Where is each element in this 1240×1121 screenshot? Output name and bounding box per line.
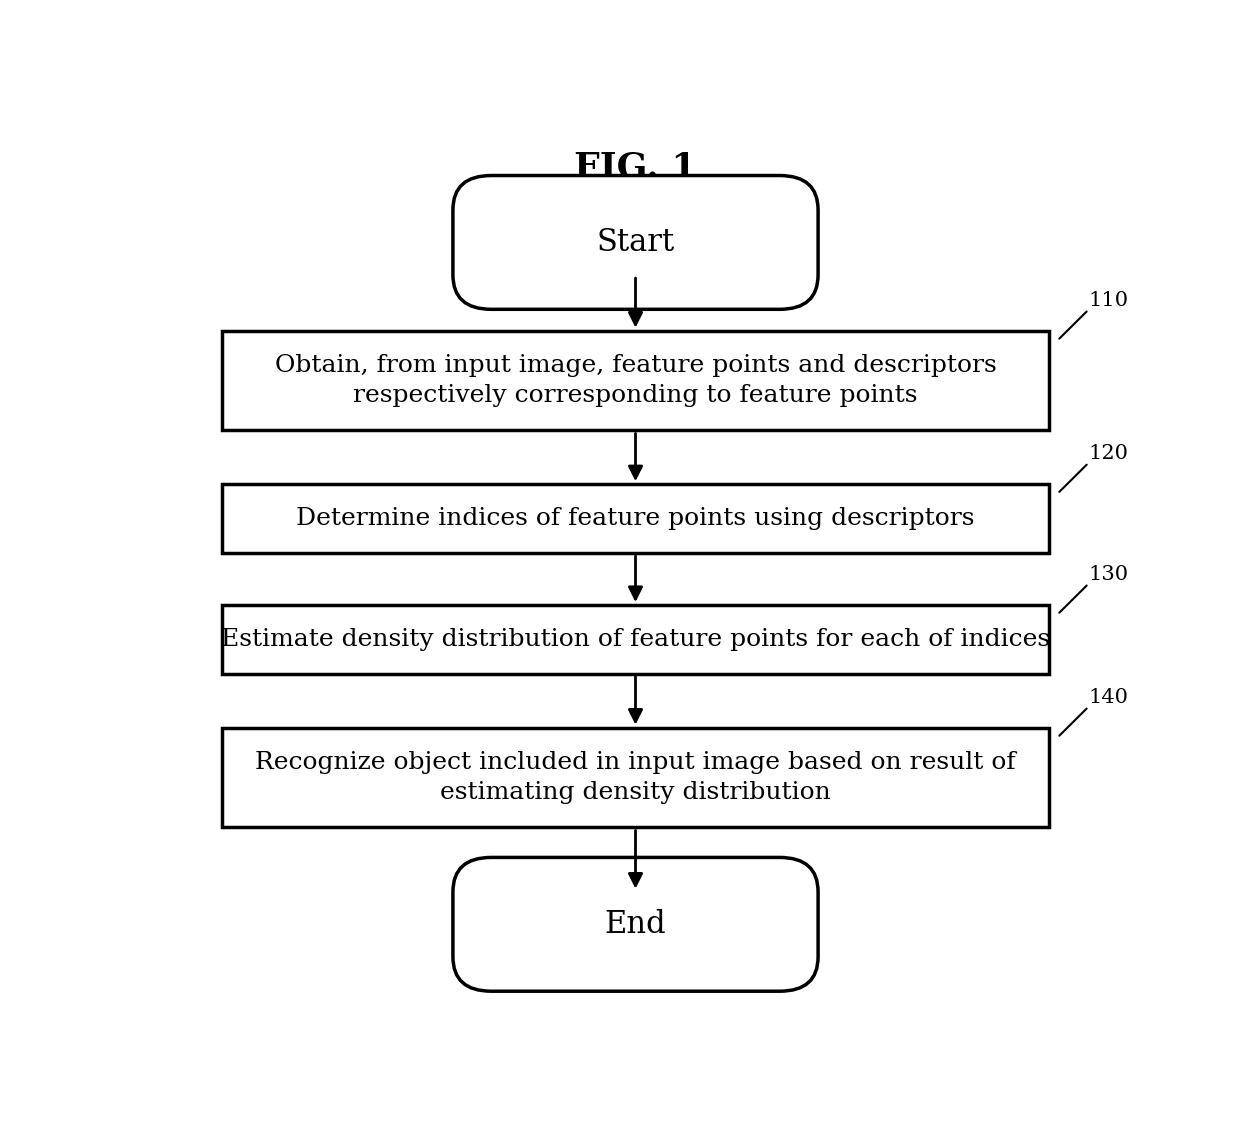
Bar <box>222 331 1049 430</box>
Text: FIG. 1: FIG. 1 <box>574 150 697 184</box>
Text: Determine indices of feature points using descriptors: Determine indices of feature points usin… <box>296 507 975 530</box>
FancyBboxPatch shape <box>453 858 818 991</box>
FancyBboxPatch shape <box>453 176 818 309</box>
Bar <box>222 605 1049 674</box>
Text: Obtain, from input image, feature points and descriptors
respectively correspond: Obtain, from input image, feature points… <box>274 354 997 407</box>
Bar <box>222 728 1049 827</box>
Text: 110: 110 <box>1089 291 1128 311</box>
Text: Recognize object included in input image based on result of
estimating density d: Recognize object included in input image… <box>255 751 1016 804</box>
Text: Start: Start <box>596 226 675 258</box>
Text: Estimate density distribution of feature points for each of indices: Estimate density distribution of feature… <box>221 628 1050 651</box>
Text: End: End <box>605 909 666 939</box>
Bar <box>222 484 1049 553</box>
Text: 140: 140 <box>1089 688 1128 707</box>
Text: 130: 130 <box>1089 565 1128 584</box>
Text: 120: 120 <box>1089 444 1128 463</box>
